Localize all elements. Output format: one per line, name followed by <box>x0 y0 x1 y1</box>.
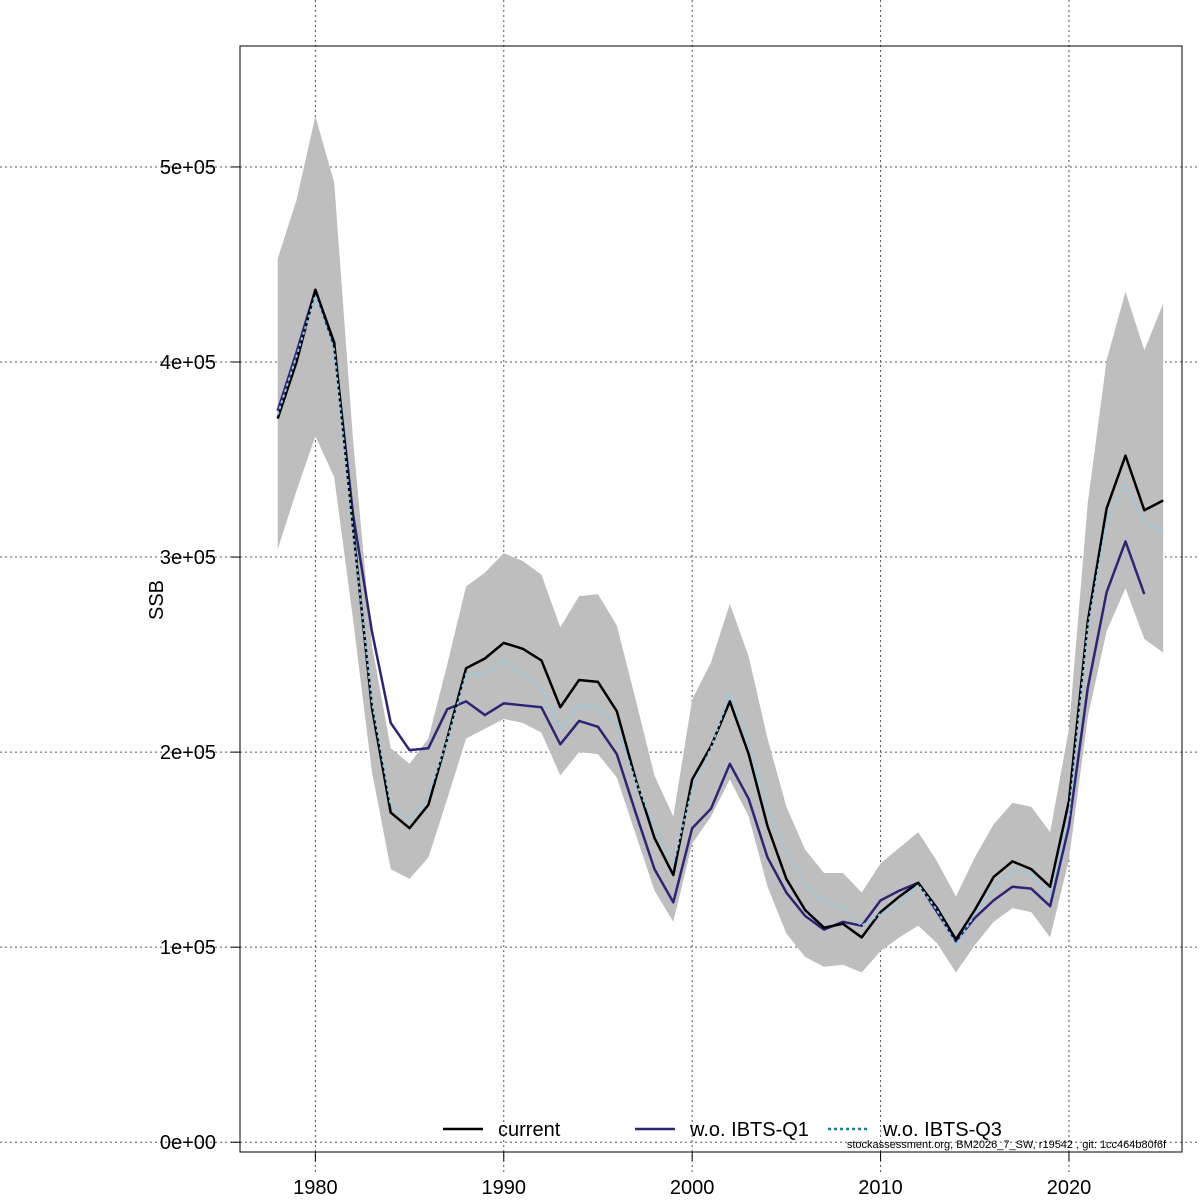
series-line-wo-ibts-q3 <box>276 294 1164 947</box>
y-tick-label: 0e+00 <box>160 1132 216 1154</box>
x-tick-label: 2010 <box>858 1177 903 1199</box>
y-tick-label: 3e+05 <box>160 547 216 569</box>
y-tick-label: 2e+05 <box>160 742 216 764</box>
y-axis: 0e+00 1e+05 2e+05 3e+05 4e+05 5e+05 <box>160 157 240 1154</box>
plot-frame <box>239 45 1183 1153</box>
x-tick-label: 1990 <box>482 1177 527 1199</box>
y-tick-label: 1e+05 <box>160 937 216 959</box>
x-tick-label: 1980 <box>293 1177 338 1199</box>
y-axis-label: SSB <box>146 580 168 620</box>
footer-note: stockassessment.org, BM2026_7_SW, r19542… <box>847 1139 1167 1151</box>
grid-lines <box>0 0 1200 1172</box>
series-lines <box>276 288 1164 947</box>
legend-label: current <box>498 1119 561 1141</box>
series-line-wo-ibts-q1 <box>276 288 1146 943</box>
confidence-band-group <box>277 116 1164 973</box>
x-tick-label: 2000 <box>670 1177 715 1199</box>
x-tick-label: 2020 <box>1047 1177 1092 1199</box>
y-tick-label: 5e+05 <box>160 157 216 179</box>
legend: current w.o. IBTS-Q1 w.o. IBTS-Q3 <box>443 1119 1002 1141</box>
legend-label: w.o. IBTS-Q3 <box>882 1119 1002 1141</box>
confidence-band <box>277 116 1164 973</box>
x-axis: 1980 1990 2000 2010 2020 <box>293 1151 1092 1199</box>
y-tick-label: 4e+05 <box>160 352 216 374</box>
legend-label: w.o. IBTS-Q1 <box>689 1119 809 1141</box>
